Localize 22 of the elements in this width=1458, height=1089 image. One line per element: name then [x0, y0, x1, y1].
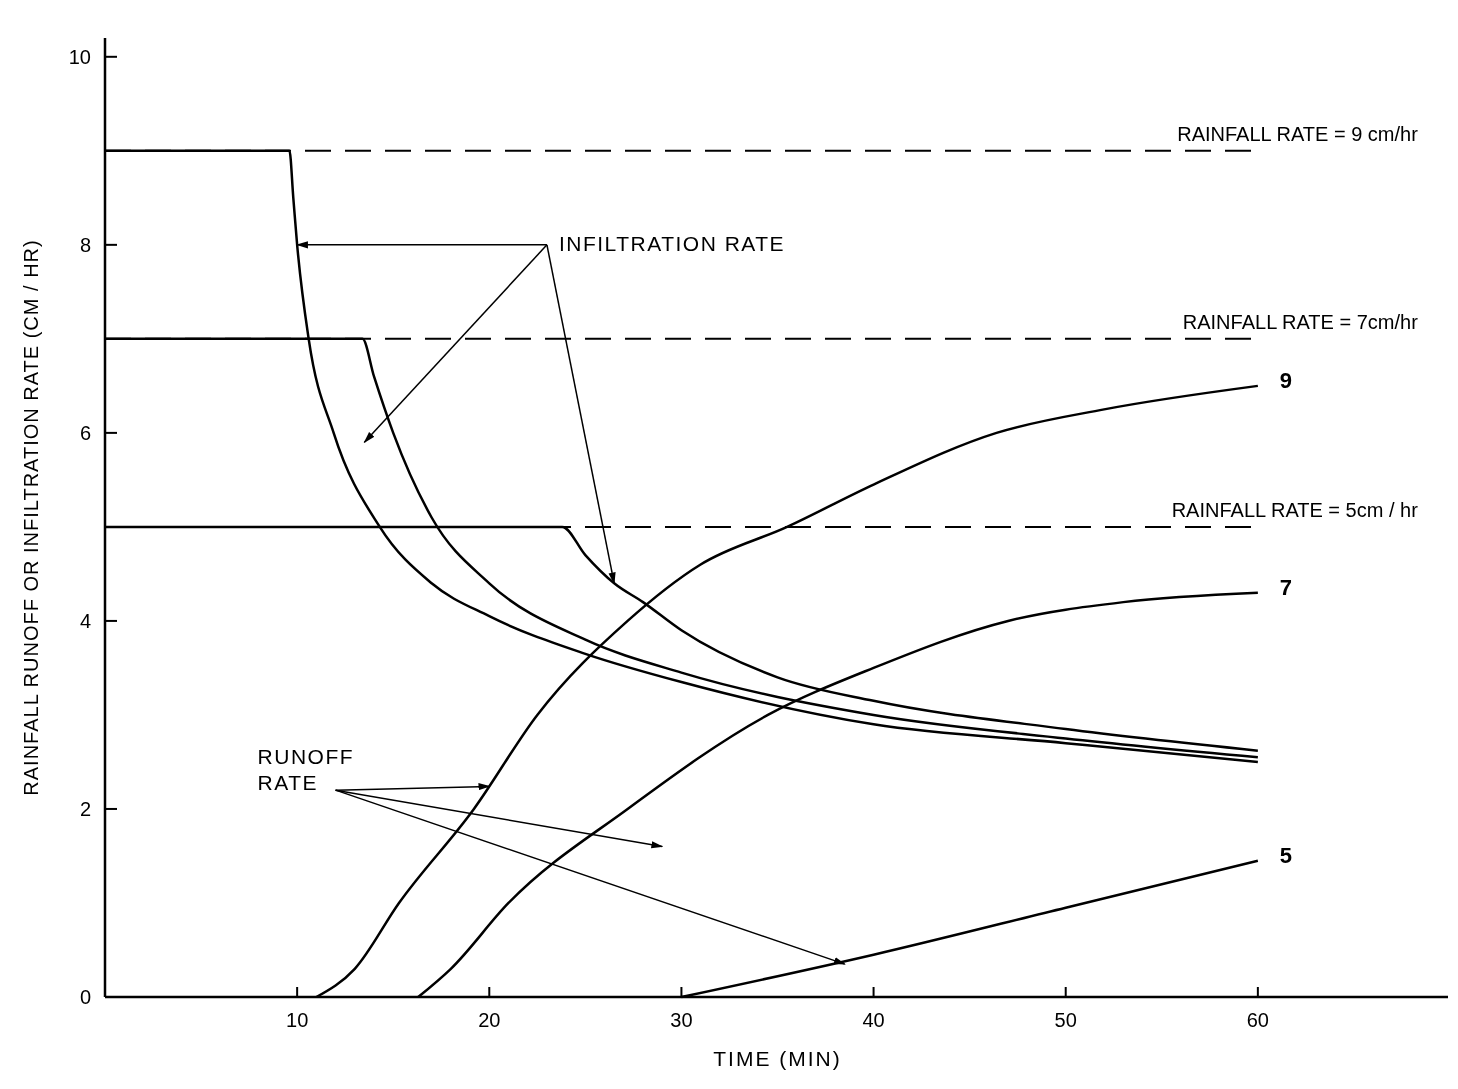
series-label: 7 — [1279, 574, 1293, 600]
x-tick-label: 30 — [670, 1009, 693, 1031]
y-tick-label: 6 — [79, 421, 91, 444]
y-tick-label: 0 — [79, 986, 91, 1008]
y-tick-label: 4 — [79, 609, 91, 632]
annotation: INFILTRATION RATE — [558, 231, 786, 255]
x-tick-label: 50 — [1054, 1009, 1077, 1031]
ref-line-label: RAINFALL RATE = 5cm / hr — [1171, 498, 1419, 521]
ref-line-label: RAINFALL RATE = 9 cm/hr — [1177, 122, 1419, 145]
series-label: 5 — [1279, 842, 1293, 868]
x-tick-label: 60 — [1246, 1009, 1269, 1031]
y-tick-label: 8 — [79, 233, 91, 256]
x-tick-label: 10 — [286, 1009, 309, 1031]
x-tick-label: 20 — [478, 1009, 501, 1031]
y-tick-label: 10 — [68, 45, 91, 68]
x-axis-title: TIME (MIN) — [713, 1047, 842, 1070]
x-tick-label: 40 — [862, 1009, 885, 1031]
annotation: RUNOFF RATE — [257, 745, 355, 795]
series-label: 9 — [1279, 367, 1293, 393]
y-tick-label: 2 — [79, 797, 91, 820]
y-axis-title: RAINFALL RUNOFF OR INFILTRATION RATE (CM / HR) — [20, 239, 42, 796]
ref-line-label: RAINFALL RATE = 7cm/hr — [1182, 310, 1419, 333]
